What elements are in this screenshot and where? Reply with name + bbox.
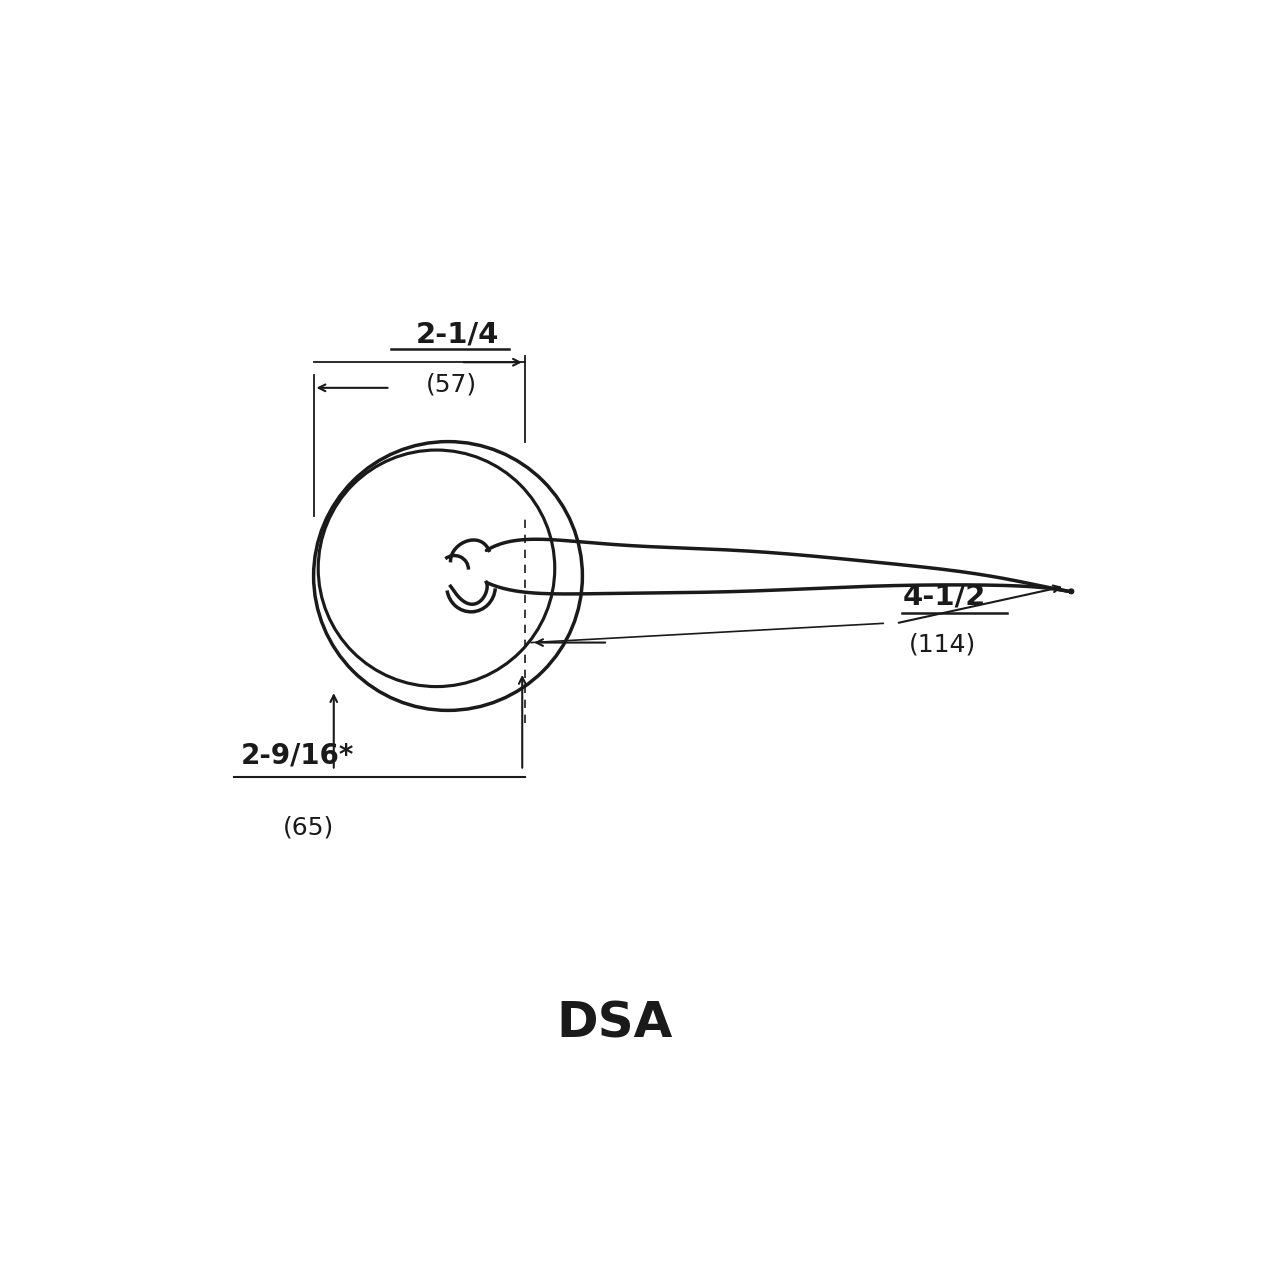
Text: 2-1/4: 2-1/4 — [416, 320, 499, 348]
Text: (65): (65) — [283, 815, 334, 840]
Text: DSA: DSA — [557, 1000, 672, 1048]
Text: 4-1/2: 4-1/2 — [902, 582, 986, 611]
Text: (57): (57) — [426, 372, 476, 397]
Text: 2-9/16*: 2-9/16* — [241, 741, 355, 769]
Text: (114): (114) — [909, 632, 977, 657]
